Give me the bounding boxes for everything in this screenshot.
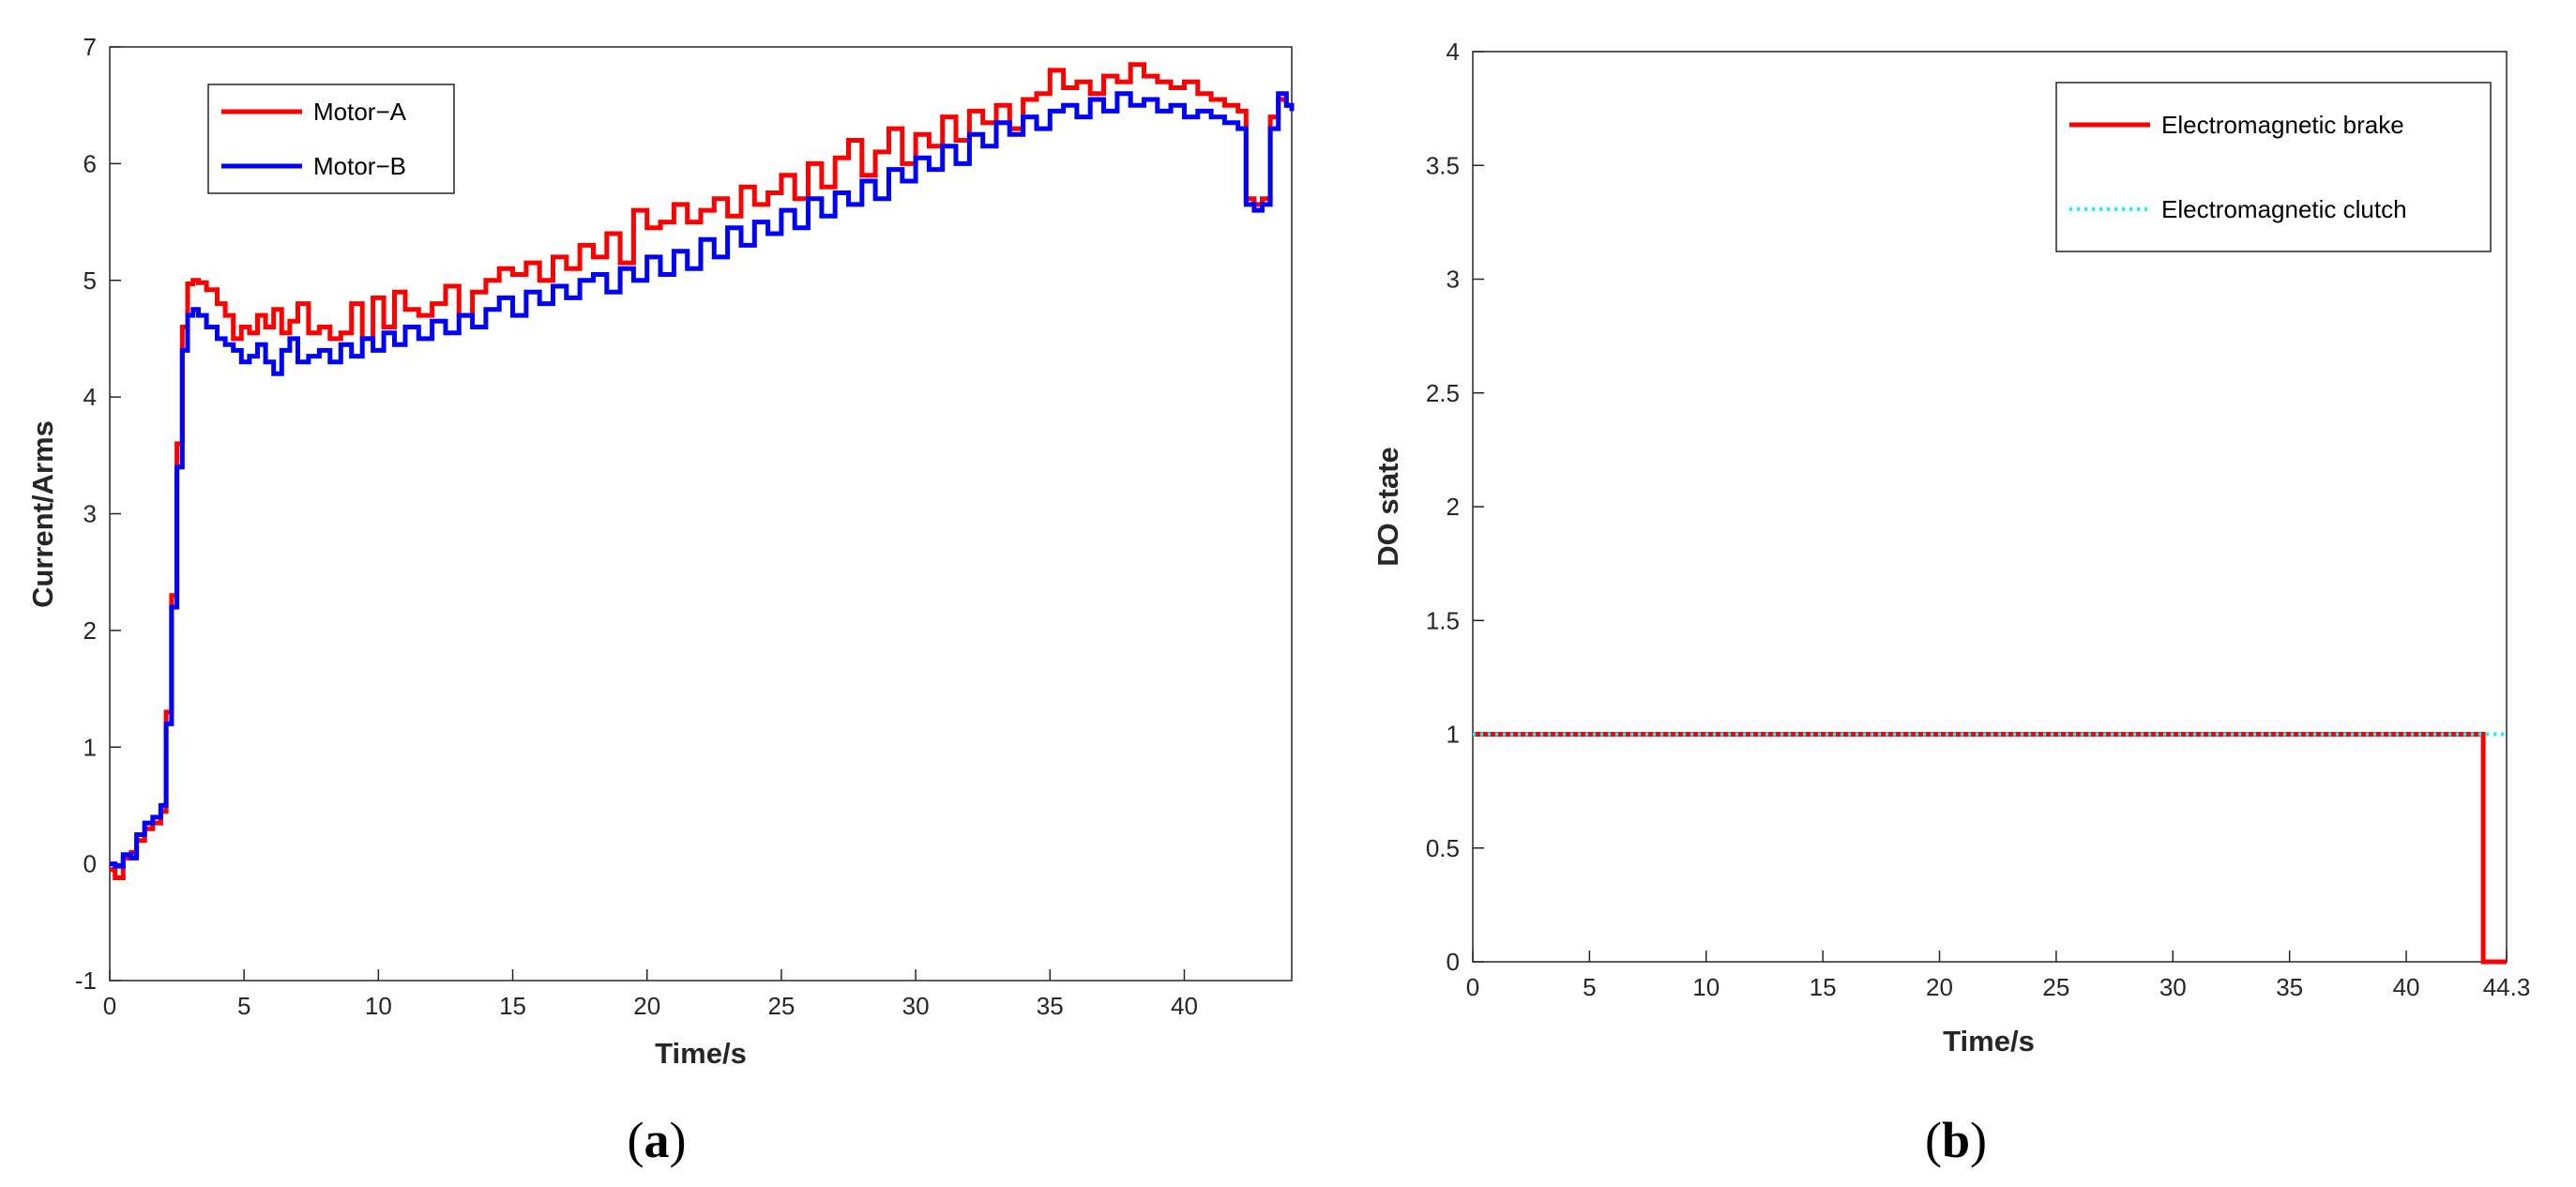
caption-b: (b) (1925, 1112, 1987, 1168)
y-tick-label-b-2: 1 (1447, 721, 1460, 749)
y-tick-label-b-7: 3.5 (1426, 151, 1460, 179)
caption-b-letter: b (1942, 1112, 1970, 1168)
y-tick-label-a-2: 1 (83, 733, 97, 761)
x-tick-label-a-4: 20 (633, 992, 660, 1020)
caption-a-open: ( (628, 1112, 644, 1168)
y-tick-label-b-8: 4 (1447, 38, 1460, 66)
legend-label-a-0: Motor−A (313, 98, 407, 126)
y-tick-label-b-1: 0.5 (1426, 834, 1460, 862)
x-tick-label-a-0: 0 (103, 992, 116, 1020)
caption-a: (a) (628, 1112, 687, 1168)
legend-label-b-0: Electromagnetic brake (2161, 111, 2404, 139)
x-axis-label-a: Time/s (655, 1037, 747, 1070)
legend-label-b-1: Electromagnetic clutch (2161, 195, 2407, 223)
x-tick-label-b-2: 10 (1692, 973, 1720, 1001)
legend-label-a-1: Motor−B (313, 152, 406, 180)
x-axis-label-b: Time/s (1943, 1025, 2035, 1058)
legend-box-b (2055, 82, 2492, 252)
x-tick-label-a-7: 35 (1037, 992, 1064, 1020)
x-tick-label-a-5: 25 (767, 992, 795, 1020)
x-tick-label-b-8: 40 (2393, 973, 2420, 1001)
x-tick-label-b-9: 44.3 (2483, 973, 2531, 1001)
legend-b: Electromagnetic brake Electromagnetic clu… (2055, 82, 2492, 252)
x-tick-label-b-0: 0 (1466, 973, 1479, 1001)
x-tick-label-a-8: 40 (1171, 992, 1198, 1020)
y-axis-label-a: Current/Arms (26, 420, 59, 608)
y-ticks-a: -1 0 1 2 3 4 5 6 7 (75, 33, 121, 995)
x-tick-label-b-7: 35 (2276, 973, 2303, 1001)
x-tick-label-b-4: 20 (1926, 973, 1953, 1001)
legend-a: Motor−A Motor−B (207, 84, 455, 194)
y-tick-label-a-5: 4 (83, 383, 97, 411)
y-tick-label-b-3: 1.5 (1426, 606, 1460, 634)
chart-b: 0 5 10 15 20 25 30 35 40 44.3 0 0.5 1 1.5 2 2.5 3 3.5 4 T… (1371, 38, 2530, 1168)
caption-a-letter: a (644, 1112, 670, 1168)
x-tick-label-b-5: 25 (2042, 973, 2069, 1001)
x-tick-label-a-2: 10 (365, 992, 392, 1020)
caption-a-close: ) (670, 1112, 687, 1168)
x-tick-label-a-6: 30 (902, 992, 930, 1020)
y-tick-label-a-1: 0 (83, 850, 97, 878)
x-tick-label-a-3: 15 (499, 992, 526, 1020)
y-tick-label-b-0: 0 (1447, 948, 1460, 976)
y-tick-label-a-8: 7 (83, 33, 97, 61)
x-tick-label-b-1: 5 (1583, 973, 1596, 1001)
y-tick-label-b-4: 2 (1447, 493, 1460, 521)
x-ticks-b: 0 5 10 15 20 25 30 35 40 44.3 (1466, 951, 2531, 1001)
series-group-b (1473, 732, 2507, 965)
plot-area-a (109, 46, 1293, 982)
y-tick-label-a-7: 6 (83, 149, 97, 177)
y-axis-label-b: DO state (1371, 447, 1404, 566)
x-tick-label-b-3: 15 (1810, 973, 1837, 1001)
series-group-a (110, 62, 1295, 880)
y-tick-label-b-5: 2.5 (1426, 379, 1460, 407)
y-tick-label-a-0: -1 (75, 966, 97, 995)
x-tick-label-b-6: 30 (2159, 973, 2187, 1001)
x-tick-label-a-1: 5 (237, 992, 250, 1020)
caption-b-close: ) (1970, 1112, 1987, 1168)
y-tick-label-a-6: 5 (83, 266, 97, 295)
y-tick-label-a-4: 3 (83, 500, 97, 528)
x-ticks-a: 0 5 10 15 20 25 30 35 40 (103, 969, 1198, 1020)
legend-box-a (207, 84, 455, 194)
caption-b-open: ( (1925, 1112, 1942, 1168)
series-line-a-0 (110, 62, 1295, 880)
y-tick-label-b-6: 3 (1447, 266, 1460, 294)
series-line-a-1 (110, 91, 1295, 869)
y-tick-label-a-3: 2 (83, 616, 97, 645)
